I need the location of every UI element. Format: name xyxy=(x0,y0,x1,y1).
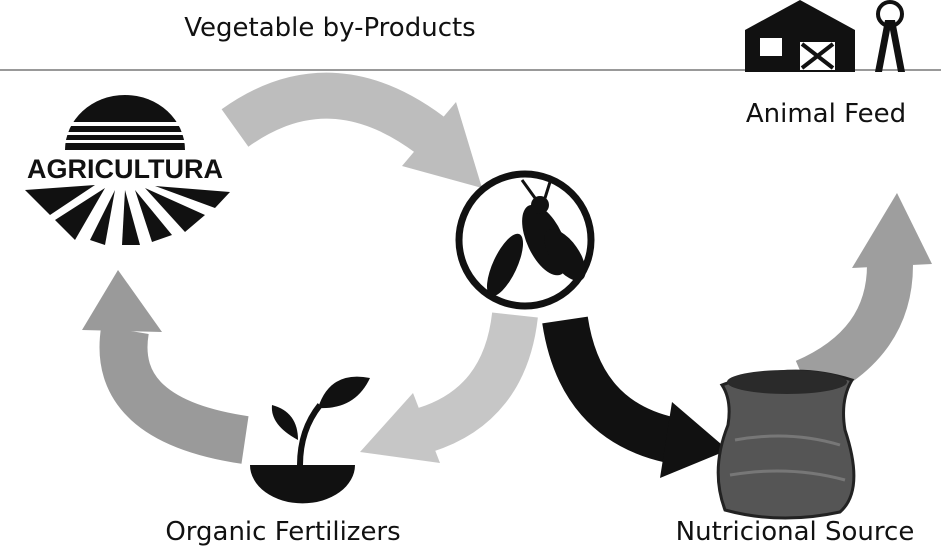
barn-icon xyxy=(745,0,905,72)
diagram-page: Vegetable by-Products Animal Feed AGRICU… xyxy=(0,0,941,549)
logo-text: AGRICULTURA xyxy=(27,154,223,184)
diagram: Vegetable by-Products Animal Feed AGRICU… xyxy=(0,0,941,549)
node-label: Nutricional Source xyxy=(676,517,915,547)
sack-icon xyxy=(718,370,854,518)
title: Vegetable by-Products xyxy=(184,13,475,43)
node-label: Organic Fertilizers xyxy=(165,517,400,547)
plant-icon xyxy=(250,377,370,504)
fly-icon xyxy=(459,174,594,306)
node-label: Animal Feed xyxy=(746,99,906,129)
agricultura-logo: AGRICULTURA xyxy=(25,95,230,245)
